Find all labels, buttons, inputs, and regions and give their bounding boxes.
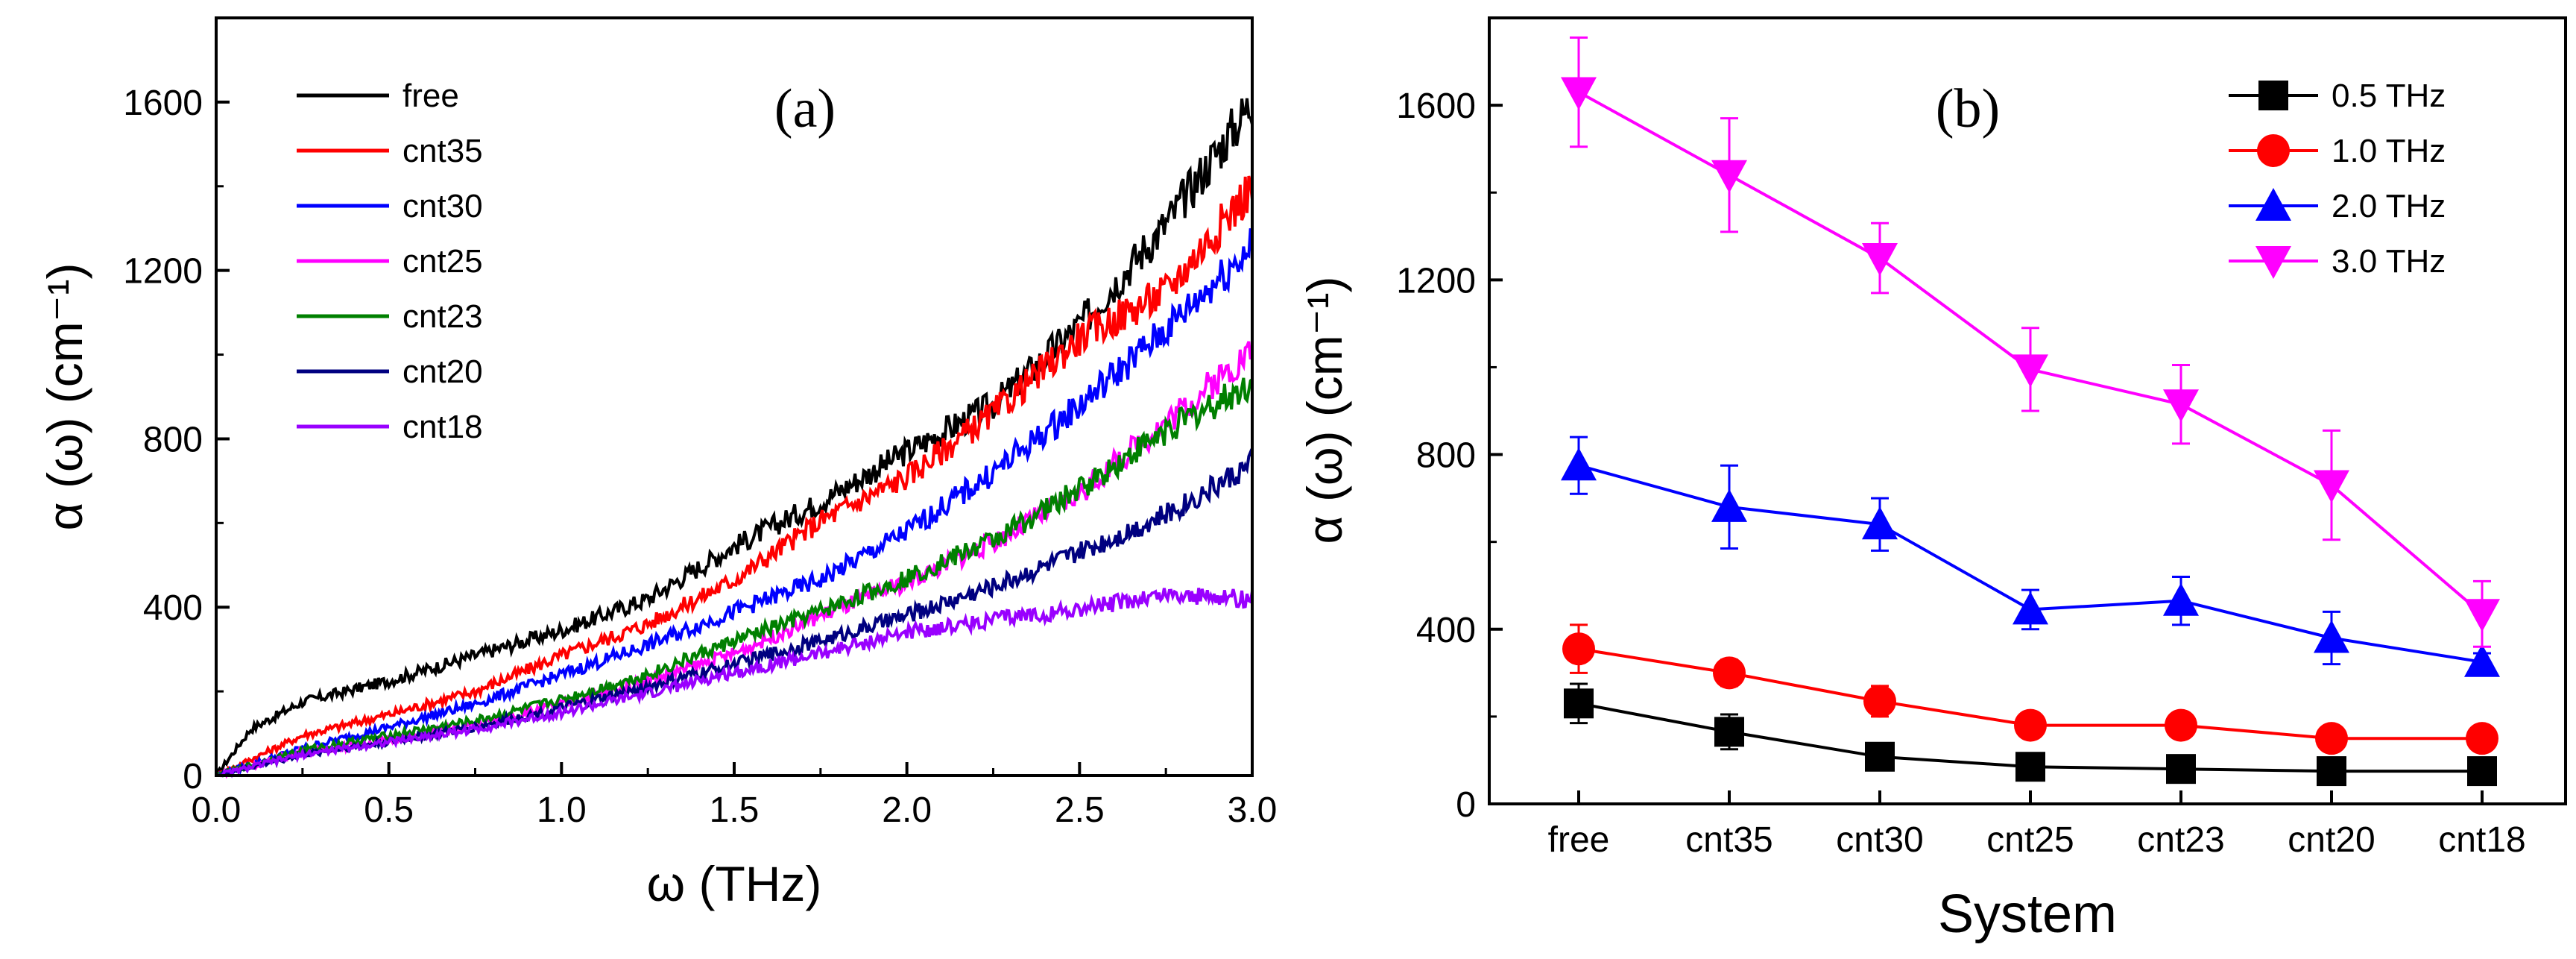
x-tick-label: free	[1548, 820, 1610, 860]
x-tick-label: 0.5	[364, 790, 414, 830]
x-tick-label: cnt20	[2288, 820, 2375, 860]
legend-label-cnt20: cnt20	[402, 353, 483, 390]
x-tick-label: 1.0	[537, 790, 587, 830]
data-point-3.0 THz	[1711, 160, 1747, 193]
panel-b-frame	[1488, 16, 2567, 805]
data-point-1.0 THz	[2315, 722, 2348, 755]
legend-label-cnt30: cnt30	[402, 188, 483, 224]
y-tick-label: 400	[1416, 611, 1476, 650]
panel-a-series	[215, 98, 1254, 779]
panel-b-legend: 0.5 THz 1.0 THz 2.0 THz 3.0 THz	[2229, 78, 2446, 280]
data-point-3.0 THz	[1561, 77, 1597, 110]
x-tick-label: 1.5	[710, 790, 760, 830]
data-point-0.5 THz	[1564, 688, 1594, 719]
data-point-1.0 THz	[1713, 656, 1746, 690]
data-point-1.0 THz	[1863, 685, 1896, 718]
series-line-cnt30	[216, 228, 1254, 777]
x-tick-label: 0.0	[192, 790, 242, 830]
x-tick-label: 3.0	[1228, 790, 1278, 830]
data-point-0.5 THz	[2015, 752, 2045, 782]
legend-label-2.0 THz: 2.0 THz	[2332, 188, 2446, 224]
legend-label-1.0 THz: 1.0 THz	[2332, 133, 2446, 169]
x-tick-label: cnt30	[1836, 820, 1923, 860]
legend-marker-2.0 THz	[2255, 188, 2291, 221]
x-tick-label: cnt35	[1685, 820, 1772, 860]
panel-a: 0.0 0.5 1.0 1.5 2.0 2.5 3.0 0 400 800 1200 1600 (a)…	[37, 16, 1277, 911]
legend-label-0.5 THz: 0.5 THz	[2332, 78, 2446, 114]
panel-b-xlabel: System	[1938, 884, 2117, 944]
data-point-2.0 THz	[2012, 591, 2048, 625]
panel-b-ylabel: α (ω) (cm⁻¹)	[1297, 276, 1352, 544]
data-point-0.5 THz	[2467, 756, 2497, 787]
x-tick-label: cnt25	[1986, 820, 2074, 860]
data-point-3.0 THz	[2464, 599, 2500, 632]
panel-b-series	[1561, 36, 2500, 787]
legend-label-cnt23: cnt23	[402, 298, 483, 335]
data-point-2.0 THz	[2314, 620, 2349, 653]
data-point-0.5 THz	[2317, 756, 2346, 787]
legend-label-free: free	[402, 78, 459, 114]
x-tick-label: cnt23	[2137, 820, 2224, 860]
data-point-3.0 THz	[2314, 470, 2349, 503]
data-point-2.0 THz	[1711, 488, 1747, 522]
y-tick-label: 0	[183, 757, 203, 796]
y-tick-label: 1200	[1396, 261, 1476, 301]
data-point-2.0 THz	[2464, 644, 2500, 677]
panel-a-xlabel: ω (THz)	[647, 856, 822, 911]
legend-label-cnt35: cnt35	[402, 133, 483, 169]
panel-a-label: (a)	[774, 78, 836, 139]
x-tick-label: 2.5	[1055, 790, 1105, 830]
data-point-1.0 THz	[1562, 632, 1595, 666]
legend-label-cnt18: cnt18	[402, 409, 483, 445]
data-point-1.0 THz	[2165, 708, 2197, 742]
data-point-1.0 THz	[2014, 708, 2047, 742]
data-point-0.5 THz	[1714, 717, 1744, 747]
panel-b-label: (b)	[1936, 78, 2000, 139]
y-tick-label: 1600	[1396, 87, 1476, 126]
y-tick-label: 400	[143, 588, 203, 628]
data-point-2.0 THz	[2163, 582, 2199, 616]
data-point-1.0 THz	[2466, 722, 2498, 755]
legend-marker-3.0 THz	[2255, 246, 2291, 279]
y-tick-label: 1600	[123, 84, 203, 123]
y-tick-label: 1200	[123, 252, 203, 292]
series-line-cnt25	[215, 341, 1254, 779]
data-point-0.5 THz	[1865, 741, 1895, 772]
legend-marker-0.5 THz	[2258, 81, 2288, 110]
series-line-free	[215, 98, 1254, 776]
x-tick-label: cnt18	[2438, 820, 2525, 860]
series-line-2.0 THz	[1578, 464, 2483, 664]
data-point-2.0 THz	[1862, 506, 1898, 540]
legend-label-cnt25: cnt25	[402, 243, 483, 280]
panel-a-ylabel: α (ω) (cm⁻¹)	[37, 262, 92, 530]
data-point-0.5 THz	[2166, 754, 2196, 785]
y-tick-label: 0	[1456, 785, 1476, 825]
y-tick-label: 800	[143, 420, 203, 459]
series-line-cnt18	[216, 588, 1254, 779]
data-point-2.0 THz	[1561, 447, 1597, 481]
data-point-3.0 THz	[1862, 243, 1898, 277]
series-line-cnt35	[216, 175, 1254, 777]
panel-b-ticks: free cnt35 cnt30 cnt25 cnt23 cnt20 cnt18 0 400 80…	[1396, 87, 2525, 860]
legend-label-3.0 THz: 3.0 THz	[2332, 243, 2446, 280]
panel-a-frame	[215, 16, 1254, 777]
panel-a-legend: free cnt35 cnt30 cnt25 cnt23 cnt20 cnt18	[297, 78, 483, 445]
x-tick-label: 2.0	[882, 790, 932, 830]
panel-a-ticks: 0.0 0.5 1.0 1.5 2.0 2.5 3.0 0 400 800 1200 1600	[123, 84, 1277, 830]
y-tick-label: 800	[1416, 436, 1476, 476]
panel-b: free cnt35 cnt30 cnt25 cnt23 cnt20 cnt18 0 400 80…	[1297, 16, 2567, 944]
data-point-3.0 THz	[2012, 354, 2048, 388]
data-point-3.0 THz	[2163, 389, 2199, 423]
legend-marker-1.0 THz	[2257, 134, 2290, 167]
